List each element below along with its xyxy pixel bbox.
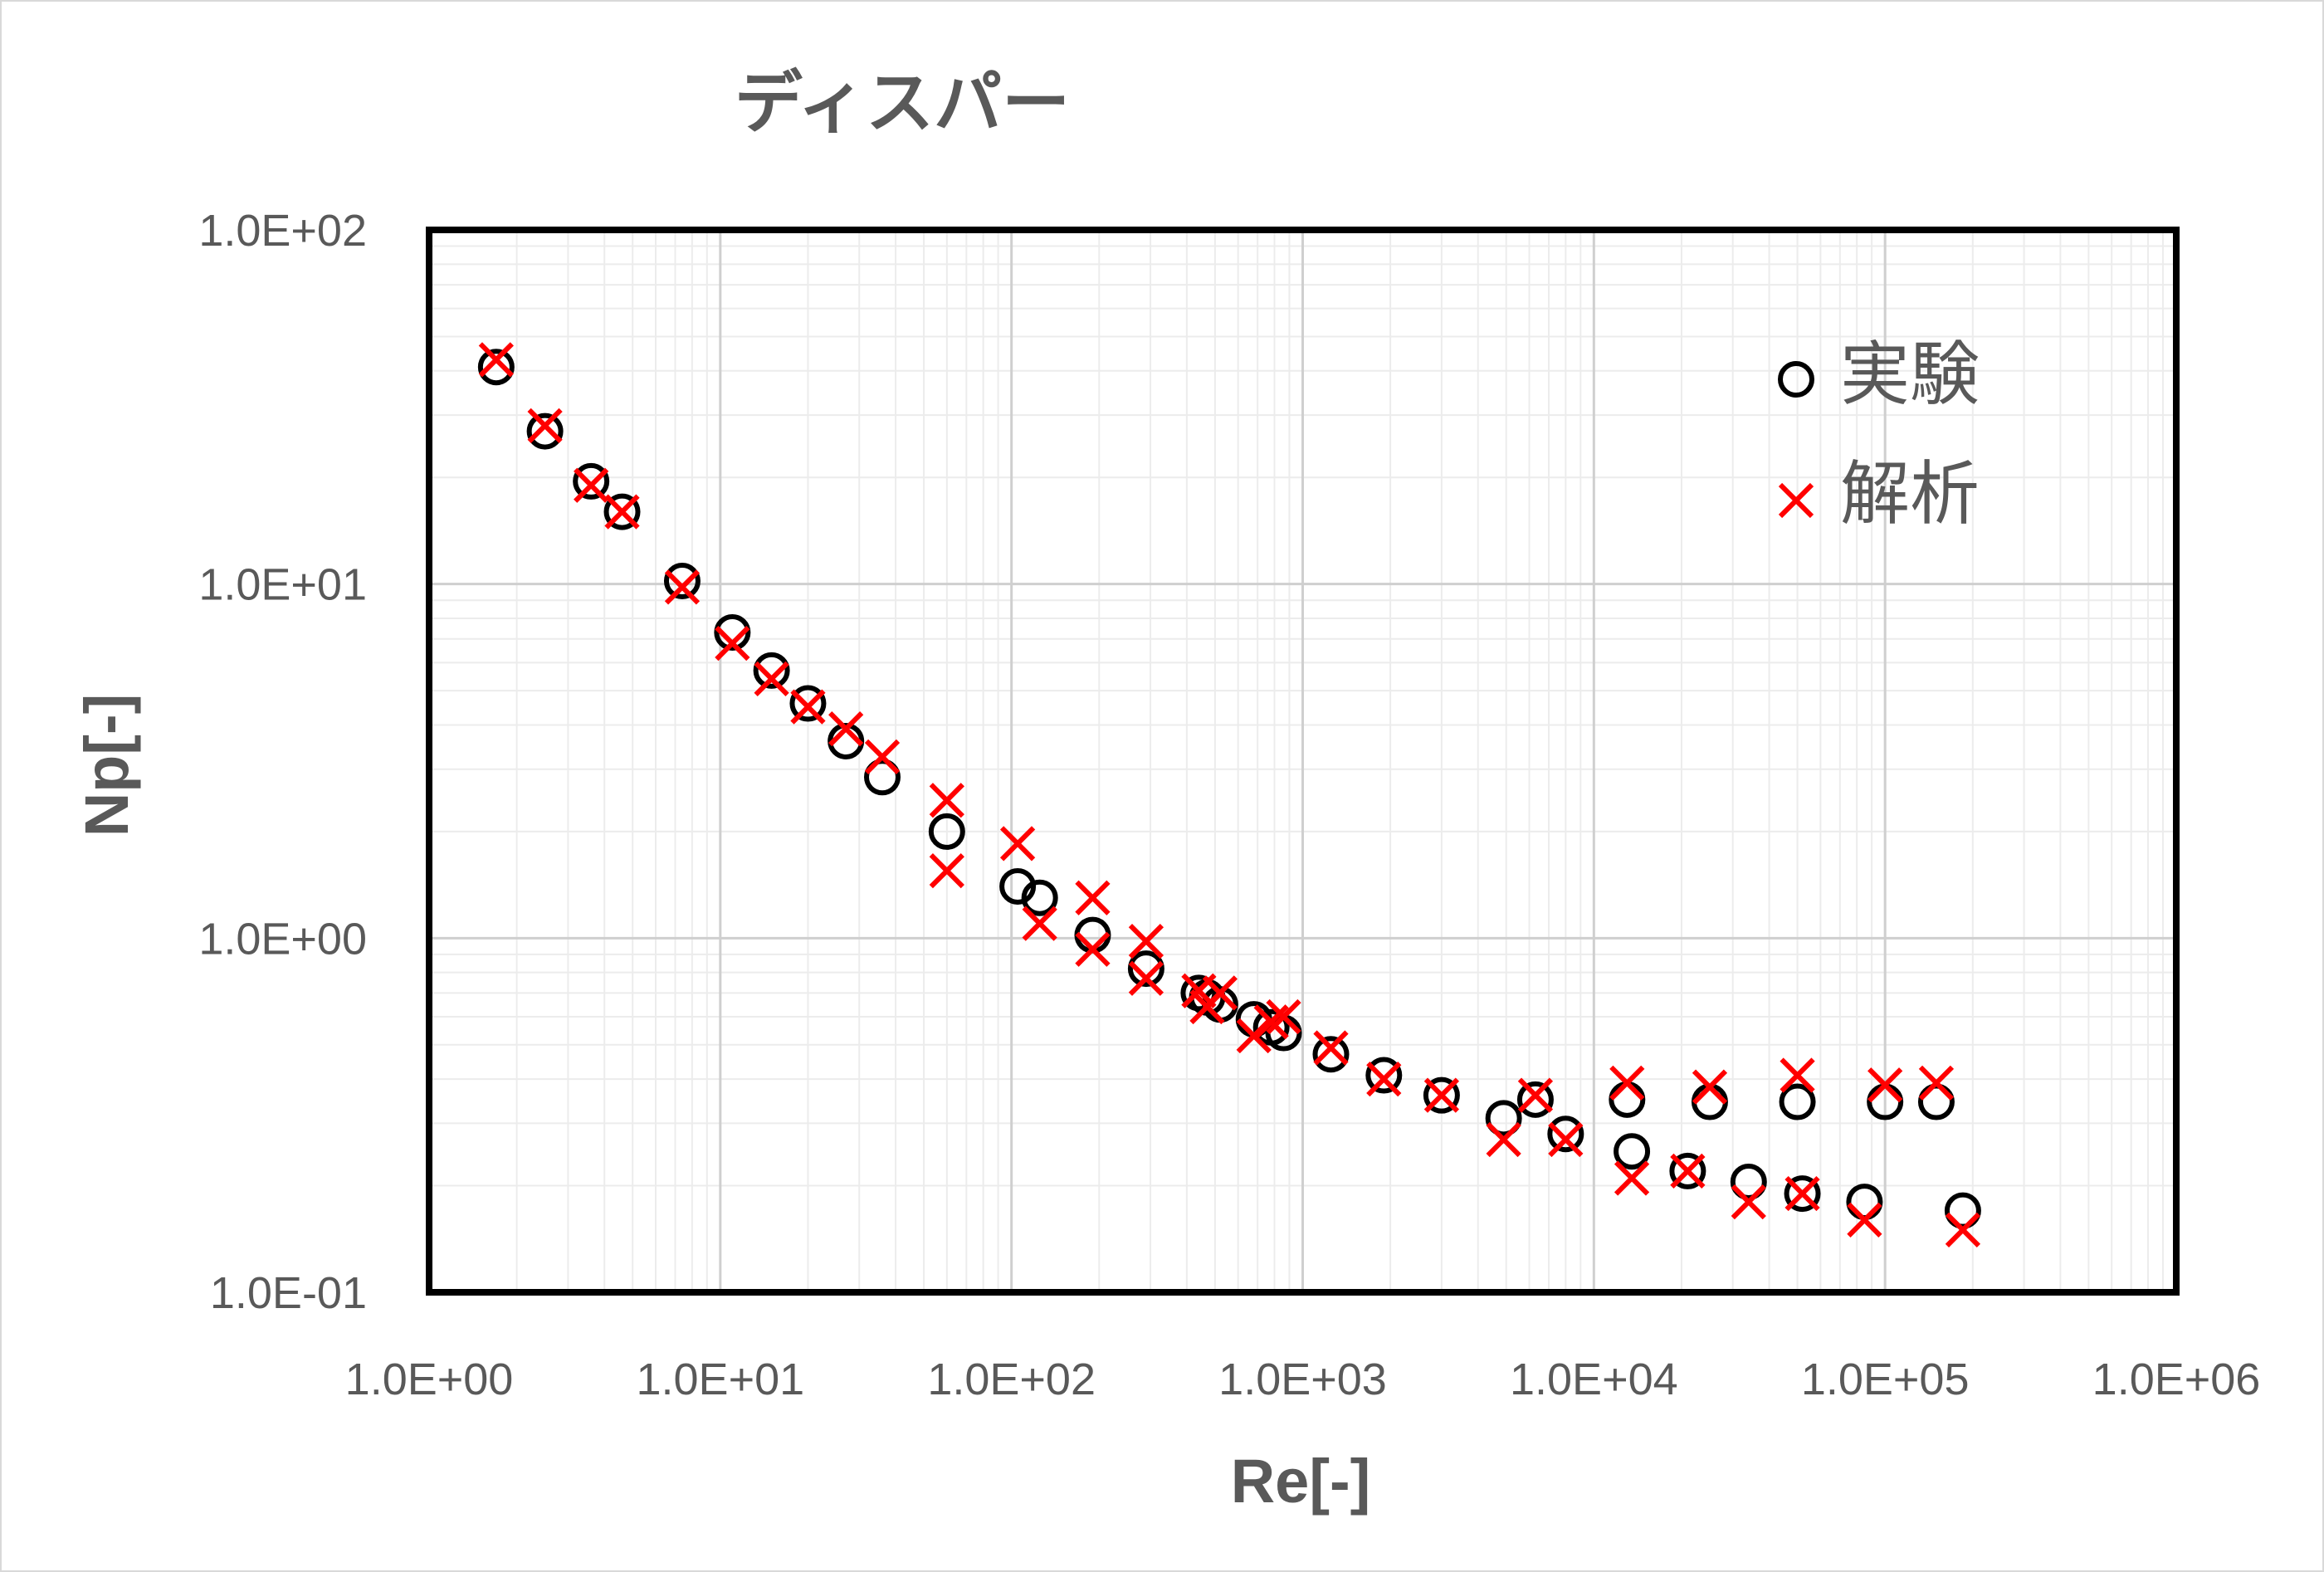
data-point-x xyxy=(999,826,1036,862)
data-point-x xyxy=(527,408,563,444)
data-point-circle xyxy=(999,867,1037,905)
data-point-x xyxy=(864,739,901,775)
y-axis-title: Np[-] xyxy=(72,694,141,837)
data-point-x xyxy=(715,626,750,662)
data-point-x xyxy=(1486,1121,1521,1158)
chart-title: ディスパー xyxy=(735,64,1070,143)
data-point-circle xyxy=(1423,1076,1460,1114)
data-point-x xyxy=(790,689,826,725)
data-points xyxy=(477,342,1981,1247)
legend: 実験 解析 xyxy=(1778,334,1980,535)
data-point-x xyxy=(1918,1065,1955,1101)
data-point-circle xyxy=(789,685,827,722)
data-point-x xyxy=(1548,1121,1584,1158)
x-tick-label: 1.0E+02 xyxy=(927,1355,1096,1404)
data-point-x xyxy=(1780,1057,1815,1093)
data-point-x xyxy=(1609,1065,1645,1101)
data-point-circle xyxy=(1609,1081,1646,1118)
data-point-x xyxy=(1731,1184,1766,1220)
data-point-circle xyxy=(1784,1175,1821,1213)
data-point-x xyxy=(1670,1153,1706,1189)
data-point-x xyxy=(1128,960,1164,996)
grid xyxy=(429,230,2176,1292)
y-axis: 1.0E-01 1.0E+00 1.0E+01 1.0E+02 xyxy=(198,206,367,1318)
legend-label-analysis: 解析 xyxy=(1840,453,1980,535)
x-axis: 1.0E+00 1.0E+01 1.0E+02 1.0E+03 1.0E+04 1.0E+… xyxy=(345,1355,2261,1404)
data-point-x xyxy=(1847,1202,1882,1238)
legend-symbol-circle xyxy=(1778,361,1814,398)
data-point-circle xyxy=(928,813,965,850)
y-tick-label: 1.0E+00 xyxy=(198,914,367,964)
data-point-circle xyxy=(526,413,564,450)
data-point-x xyxy=(1366,1061,1402,1097)
legend-marker-x xyxy=(1778,482,1814,519)
data-point-x xyxy=(478,342,514,378)
data-point-x xyxy=(1022,906,1057,941)
data-point-circle xyxy=(753,652,790,689)
data-point-circle xyxy=(1312,1036,1350,1073)
data-point-circle xyxy=(714,613,751,651)
data-point-circle xyxy=(1485,1100,1522,1137)
legend-symbol-x xyxy=(1778,482,1814,519)
legend-label-experiment: 実験 xyxy=(1840,334,1980,415)
y-tick-label: 1.0E-01 xyxy=(210,1268,367,1318)
x-tick-label: 1.0E+04 xyxy=(1510,1355,1678,1404)
data-point-x xyxy=(1075,931,1111,967)
data-point-x xyxy=(929,783,964,818)
x-tick-label: 1.0E+05 xyxy=(1801,1355,1970,1404)
data-point-circle xyxy=(477,349,515,386)
data-point-x xyxy=(1517,1077,1554,1113)
x-tick-label: 1.0E+00 xyxy=(345,1355,514,1404)
data-point-circle xyxy=(573,462,610,500)
data-point-circle xyxy=(1021,879,1058,916)
data-point-circle xyxy=(864,759,901,796)
data-point-x xyxy=(1313,1030,1349,1066)
data-point-x xyxy=(574,467,609,503)
data-point-x xyxy=(1692,1069,1728,1105)
data-point-circle xyxy=(1669,1152,1706,1189)
data-point-circle xyxy=(603,493,641,530)
legend-marker-circle xyxy=(1778,361,1814,398)
data-point-x xyxy=(1128,923,1164,959)
y-tick-label: 1.0E+01 xyxy=(198,560,367,610)
data-point-circle xyxy=(1691,1083,1728,1120)
data-point-circle xyxy=(1547,1116,1584,1153)
data-point-x xyxy=(1784,1175,1820,1212)
data-point-x xyxy=(754,661,789,696)
y-tick-label: 1.0E+02 xyxy=(198,206,367,256)
x-tick-label: 1.0E+03 xyxy=(1218,1355,1387,1404)
data-point-x xyxy=(929,853,964,889)
data-point-x xyxy=(1075,880,1111,915)
data-point-circle xyxy=(1614,1133,1651,1170)
data-point-circle xyxy=(663,562,701,599)
data-point-circle xyxy=(1127,950,1164,988)
x-axis-title: Re[-] xyxy=(1231,1447,1371,1516)
x-tick-label: 1.0E+01 xyxy=(636,1355,804,1404)
data-point-x xyxy=(1266,998,1301,1035)
data-point-circle xyxy=(1779,1083,1816,1120)
data-point-x xyxy=(1945,1212,1981,1247)
data-point-circle xyxy=(1730,1163,1767,1200)
data-point-x xyxy=(604,494,640,530)
data-point-x xyxy=(664,569,701,605)
x-tick-label: 1.0E+06 xyxy=(2092,1355,2261,1404)
data-point-x xyxy=(1614,1160,1650,1196)
data-point-circle xyxy=(1846,1184,1883,1221)
data-point-x xyxy=(1202,975,1238,1011)
data-point-circle xyxy=(1516,1081,1554,1118)
data-point-circle xyxy=(1365,1057,1403,1094)
data-point-x xyxy=(828,711,864,747)
data-point-x xyxy=(1868,1067,1903,1103)
data-point-x xyxy=(1423,1077,1460,1113)
plot-area xyxy=(426,227,2180,1296)
